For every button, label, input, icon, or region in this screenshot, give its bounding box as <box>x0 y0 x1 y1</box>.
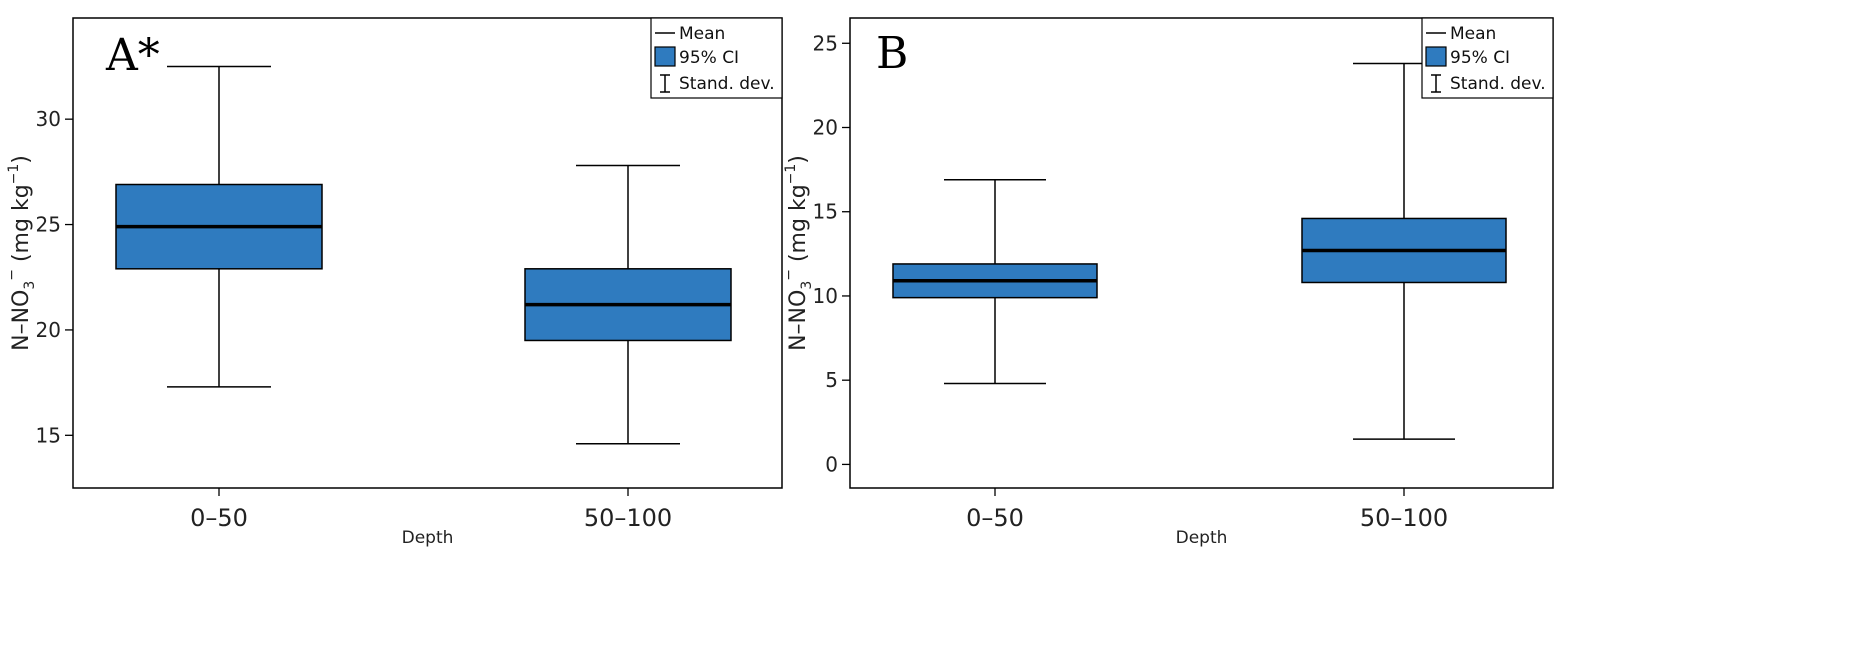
panel-a-y-tick-label: 15 <box>36 423 61 447</box>
panel-a-y-tick-label: 25 <box>36 213 61 237</box>
panel-b-y-axis-title-sub: 3 <box>799 281 815 290</box>
panel-b-legend-sd-label: Stand. dev. <box>1450 74 1546 94</box>
panel-b-legend-ci-label: 95% CI <box>1450 48 1510 68</box>
panel-b-x-tick-label: 50–100 <box>1360 504 1448 532</box>
panel-a-y-axis-title-sub: 3 <box>22 281 38 290</box>
panel-a-legend-mean-label: Mean <box>679 24 725 44</box>
panel-b-y-tick-label: 10 <box>813 284 838 308</box>
panel-b-y-tick-label: 20 <box>813 115 838 139</box>
panel-a-legend-ci-label: 95% CI <box>679 48 739 68</box>
panel-a-y-axis-title-main: N–NO <box>9 290 34 351</box>
panel-b-legend-sd-icon <box>1431 74 1441 93</box>
panel-a-legend-sd-label: Stand. dev. <box>679 74 775 94</box>
panel-a-box-1 <box>115 65 323 388</box>
panel-a-y-tick-label: 30 <box>36 107 61 131</box>
panel-a-plot-frame <box>72 17 783 489</box>
panel-b-legend-ci-swatch-icon <box>1425 46 1447 67</box>
panel-a-letter: A* <box>105 30 160 81</box>
panel-b-box-1 <box>892 178 1098 385</box>
panel-b-y-tick-label: 0 <box>825 452 838 476</box>
panel-b-y-axis-title-main: N–NO <box>786 290 811 351</box>
panel-b-legend-mean-label: Mean <box>1450 24 1496 44</box>
panel-b-letter: B <box>876 28 908 79</box>
panel-b-y-axis-title-sup: − <box>781 269 797 281</box>
panel-b-y-tick-label: 25 <box>813 31 838 55</box>
panel-b-y-tick-label: 5 <box>825 368 838 392</box>
panel-b-y-axis-title-unit: (mg kg <box>786 184 811 269</box>
panel-b: 0 5 10 15 20 25 0–50 50–100 Depth N–NO3− (mg kg−1… <box>781 17 1554 548</box>
panel-b-box-2 <box>1301 62 1507 440</box>
panel-b-y-axis-title-unit-sup: −1 <box>783 164 799 185</box>
panel-a-x-axis-title: Depth <box>402 528 454 548</box>
panel-a-legend-sd-icon <box>660 74 670 93</box>
panel-a-box-2 <box>524 164 732 445</box>
panel-a-y-axis-title-unit: (mg kg <box>9 184 34 269</box>
panel-a-x-tick-label: 50–100 <box>584 504 672 532</box>
panel-a: 15 20 25 30 0–50 50–100 Depth N–NO3− (mg kg−1) M… <box>4 17 783 548</box>
panel-a-y-axis-title-close: ) <box>9 155 34 164</box>
panel-b-x-axis-title: Depth <box>1176 528 1228 548</box>
panel-a-legend-ci-swatch-icon <box>654 46 676 67</box>
panel-b-y-tick-label: 15 <box>813 200 838 224</box>
panel-a-y-axis-title-sup: − <box>4 269 20 281</box>
panel-a-legend: Mean 95% CI Stand. dev. <box>650 17 783 99</box>
panel-a-y-tick-label: 20 <box>36 318 61 342</box>
panel-a-y-axis-title-unit-sup: −1 <box>6 164 22 185</box>
panel-b-plot-frame <box>849 17 1554 489</box>
panel-b-x-tick-label: 0–50 <box>966 504 1024 532</box>
panel-b-y-axis-title-close: ) <box>786 155 811 164</box>
panel-a-x-tick-label: 0–50 <box>190 504 248 532</box>
panel-b-legend: Mean 95% CI Stand. dev. <box>1421 17 1554 99</box>
panel-b-y-axis-title: N–NO3− (mg kg−1) <box>781 155 815 351</box>
panel-a-y-axis-title: N–NO3− (mg kg−1) <box>4 155 38 351</box>
